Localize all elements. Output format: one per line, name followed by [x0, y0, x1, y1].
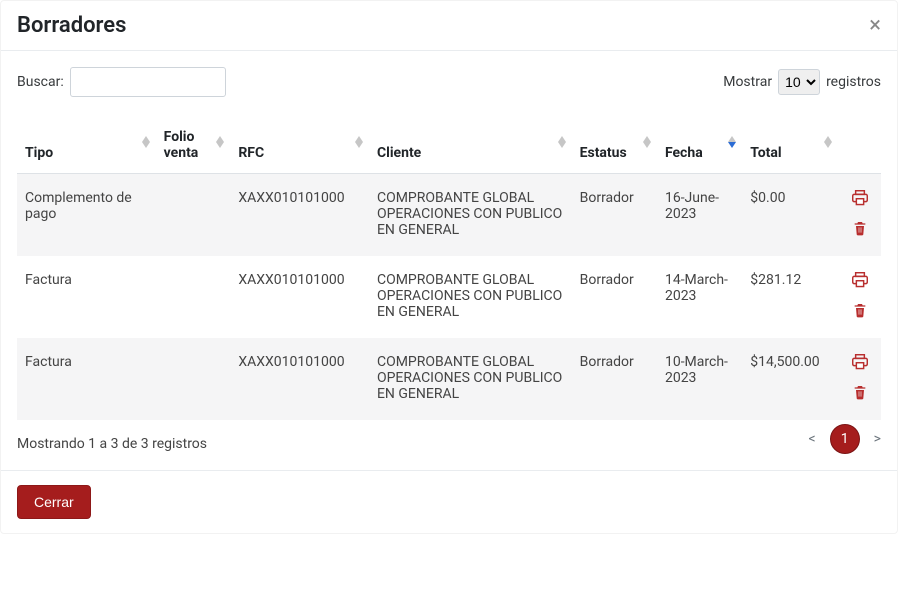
cell-total: $281.12	[742, 256, 838, 338]
sort-icon	[142, 136, 150, 148]
close-icon[interactable]: ×	[869, 15, 881, 37]
col-fecha-label: Fecha	[665, 145, 703, 161]
cell-estatus: Borrador	[572, 174, 657, 257]
sort-icon	[824, 136, 832, 148]
sort-icon	[728, 136, 736, 148]
col-total[interactable]: Total	[742, 111, 838, 174]
drafts-modal: Borradores × Buscar: Mostrar 10 registro…	[0, 0, 898, 534]
cell-tipo: Complemento de pago	[17, 174, 156, 257]
next-page-button[interactable]: >	[874, 431, 881, 447]
table-row: Factura XAXX010101000COMPROBANTE GLOBAL O…	[17, 338, 881, 420]
cell-fecha: 14-March-2023	[657, 256, 742, 338]
cell-actions	[838, 174, 881, 257]
col-estatus[interactable]: Estatus	[572, 111, 657, 174]
table-toolbar: Buscar: Mostrar 10 registros	[17, 67, 881, 97]
drafts-table: Tipo Folio venta RFC	[17, 111, 881, 420]
table-row: Factura XAXX010101000COMPROBANTE GLOBAL O…	[17, 256, 881, 338]
table-header-row: Tipo Folio venta RFC	[17, 111, 881, 174]
col-estatus-label: Estatus	[580, 145, 627, 161]
col-folio-label: Folio venta	[164, 129, 199, 161]
trash-icon[interactable]	[852, 302, 868, 322]
page-length-select[interactable]: 10	[778, 69, 820, 95]
cell-rfc: XAXX010101000	[230, 256, 369, 338]
cell-tipo: Factura	[17, 256, 156, 338]
cell-rfc: XAXX010101000	[230, 174, 369, 257]
print-icon[interactable]	[851, 190, 869, 210]
sort-icon	[355, 136, 363, 148]
search-input[interactable]	[70, 67, 226, 97]
sort-icon	[643, 136, 651, 148]
trash-icon[interactable]	[852, 384, 868, 404]
col-cliente-label: Cliente	[377, 145, 421, 161]
pagination: < 1 >	[809, 424, 881, 454]
search-label: Buscar:	[17, 74, 64, 90]
col-cliente[interactable]: Cliente	[369, 111, 572, 174]
col-rfc-label: RFC	[238, 145, 264, 161]
print-icon[interactable]	[851, 272, 869, 292]
cell-estatus: Borrador	[572, 256, 657, 338]
cell-cliente: COMPROBANTE GLOBAL OPERACIONES CON PUBLI…	[369, 338, 572, 420]
cell-folio	[156, 256, 231, 338]
sort-icon	[216, 136, 224, 148]
cell-actions	[838, 338, 881, 420]
col-actions	[838, 111, 881, 174]
cell-total: $14,500.00	[742, 338, 838, 420]
sort-icon	[558, 136, 566, 148]
col-folio[interactable]: Folio venta	[156, 111, 231, 174]
col-tipo[interactable]: Tipo	[17, 111, 156, 174]
col-fecha[interactable]: Fecha	[657, 111, 742, 174]
cell-fecha: 10-March-2023	[657, 338, 742, 420]
cell-fecha: 16-June-2023	[657, 174, 742, 257]
col-total-label: Total	[750, 145, 781, 161]
cell-folio	[156, 338, 231, 420]
cell-folio	[156, 174, 231, 257]
records-label: registros	[826, 74, 881, 90]
cell-total: $0.00	[742, 174, 838, 257]
table-row: Complemento de pago XAXX010101000COMPROBA…	[17, 174, 881, 257]
table-info: Mostrando 1 a 3 de 3 registros	[17, 426, 207, 452]
modal-body: Buscar: Mostrar 10 registros Tipo	[1, 51, 897, 470]
col-rfc[interactable]: RFC	[230, 111, 369, 174]
prev-page-button[interactable]: <	[809, 431, 816, 447]
modal-footer: Cerrar	[1, 470, 897, 533]
search-group: Buscar:	[17, 67, 226, 97]
length-group: Mostrar 10 registros	[723, 69, 881, 95]
print-icon[interactable]	[851, 354, 869, 374]
modal-header: Borradores ×	[1, 1, 897, 51]
cell-cliente: COMPROBANTE GLOBAL OPERACIONES CON PUBLI…	[369, 174, 572, 257]
col-tipo-label: Tipo	[25, 145, 53, 161]
modal-title: Borradores	[17, 13, 126, 38]
current-page[interactable]: 1	[830, 424, 860, 454]
cell-tipo: Factura	[17, 338, 156, 420]
cell-actions	[838, 256, 881, 338]
cell-rfc: XAXX010101000	[230, 338, 369, 420]
table-footer: Mostrando 1 a 3 de 3 registros < 1 >	[17, 424, 881, 454]
cell-cliente: COMPROBANTE GLOBAL OPERACIONES CON PUBLI…	[369, 256, 572, 338]
show-label: Mostrar	[723, 74, 772, 90]
close-button[interactable]: Cerrar	[17, 485, 91, 519]
cell-estatus: Borrador	[572, 338, 657, 420]
trash-icon[interactable]	[852, 220, 868, 240]
